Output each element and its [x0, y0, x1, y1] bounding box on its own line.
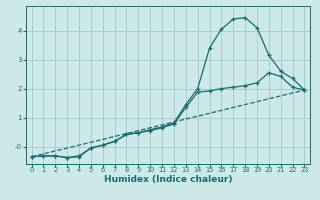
X-axis label: Humidex (Indice chaleur): Humidex (Indice chaleur): [104, 175, 232, 184]
